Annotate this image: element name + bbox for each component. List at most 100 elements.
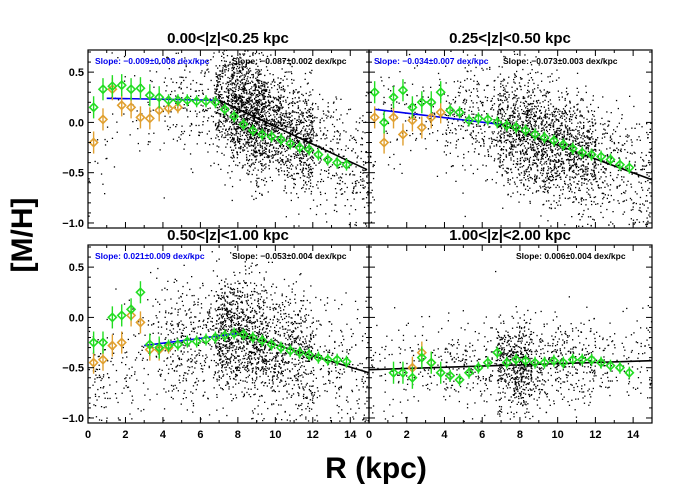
scatter-dot: [293, 128, 295, 130]
scatter-dot: [531, 110, 533, 112]
scatter-dot: [594, 144, 596, 147]
scatter-dot: [523, 183, 525, 185]
scatter-dot: [551, 120, 553, 122]
scatter-dot: [577, 108, 579, 110]
scatter-dot: [506, 172, 508, 174]
scatter-dot: [255, 138, 257, 140]
scatter-dot: [306, 83, 309, 85]
scatter-dot: [246, 82, 248, 85]
scatter-dot: [526, 113, 528, 115]
scatter-dot: [299, 120, 302, 122]
scatter-dot: [284, 150, 286, 153]
scatter-dot: [543, 148, 545, 151]
scatter-dot: [294, 153, 296, 155]
scatter-dot: [504, 56, 507, 58]
scatter-dot: [306, 125, 308, 127]
scatter-dot: [296, 141, 299, 143]
scatter-dot: [530, 131, 532, 133]
scatter-dot: [281, 158, 283, 161]
scatter-dot: [512, 163, 515, 165]
scatter-dot: [243, 91, 245, 93]
scatter-dot: [579, 219, 581, 221]
scatter-dot: [236, 130, 238, 132]
scatter-dot: [351, 182, 354, 184]
scatter-dot: [575, 163, 577, 165]
scatter-dot: [512, 141, 514, 143]
scatter-dot: [542, 204, 544, 206]
scatter-dot: [292, 105, 294, 107]
scatter-dot: [461, 114, 464, 116]
scatter-dot: [526, 116, 529, 118]
scatter-dot: [241, 117, 243, 120]
slope-inner-label: Slope: −0.009±0.008 dex/kpc: [95, 56, 210, 66]
scatter-dot: [216, 84, 218, 86]
scatter-dot: [592, 163, 594, 165]
scatter-dot: [177, 62, 179, 65]
scatter-dot: [512, 114, 514, 116]
scatter-dot: [297, 141, 300, 144]
scatter-dot: [555, 156, 557, 158]
scatter-dot: [500, 109, 502, 111]
scatter-dot: [296, 164, 299, 166]
scatter-dot: [264, 146, 266, 149]
scatter-dot: [298, 120, 300, 123]
scatter-dot: [247, 173, 249, 176]
scatter-dot: [548, 168, 550, 170]
scatter-dot: [266, 69, 269, 71]
scatter-dot: [180, 81, 183, 84]
scatter-dot: [273, 120, 275, 122]
scatter-dot: [513, 111, 515, 113]
scatter-dot: [536, 154, 538, 156]
scatter-dot: [220, 168, 222, 170]
scatter-dot: [511, 114, 513, 117]
scatter-dot: [540, 91, 542, 93]
scatter-dot: [541, 174, 543, 177]
scatter-dot: [517, 115, 519, 117]
scatter-dot: [296, 139, 298, 141]
scatter-dot: [514, 90, 516, 92]
scatter-dot: [535, 72, 537, 74]
scatter-dot: [339, 183, 341, 185]
scatter-dot: [225, 66, 227, 68]
scatter-dot: [258, 79, 260, 81]
scatter-dot: [483, 89, 485, 91]
scatter-dot: [263, 156, 266, 158]
scatter-dot: [593, 161, 595, 164]
scatter-dot: [267, 157, 269, 159]
scatter-dot: [511, 121, 513, 123]
scatter-dot: [528, 161, 530, 163]
scatter-dot: [459, 81, 462, 83]
scatter-dot: [238, 106, 240, 108]
scatter-dot: [512, 177, 514, 179]
scatter-dot: [569, 168, 572, 170]
scatter-dot: [245, 83, 247, 85]
scatter-dot: [253, 118, 255, 120]
scatter-dot: [269, 143, 271, 145]
scatter-dot: [438, 84, 441, 86]
scatter-dot: [498, 131, 500, 133]
scatter-dot: [555, 131, 557, 133]
scatter-dot: [300, 157, 302, 159]
scatter-dot: [220, 104, 222, 107]
scatter-dot: [241, 61, 243, 63]
scatter-dot: [545, 177, 547, 179]
scatter-dot: [443, 151, 445, 153]
scatter-dot: [593, 170, 595, 173]
scatter-dot: [568, 168, 570, 171]
scatter-dot: [530, 124, 532, 126]
scatter-dot: [545, 109, 547, 111]
scatter-dot: [583, 175, 585, 177]
scatter-dot: [256, 71, 258, 73]
scatter-dot: [290, 135, 292, 137]
scatter-dot: [250, 181, 252, 183]
scatter-dot: [274, 153, 277, 156]
scatter-dot: [252, 117, 254, 119]
scatter-dot: [136, 110, 138, 112]
scatter-dot: [260, 87, 262, 89]
scatter-dot: [288, 116, 290, 118]
scatter-dot: [263, 108, 265, 110]
scatter-dot: [516, 98, 518, 100]
scatter-dot: [550, 122, 552, 124]
scatter-dot: [222, 104, 224, 106]
scatter-dot: [252, 77, 254, 79]
